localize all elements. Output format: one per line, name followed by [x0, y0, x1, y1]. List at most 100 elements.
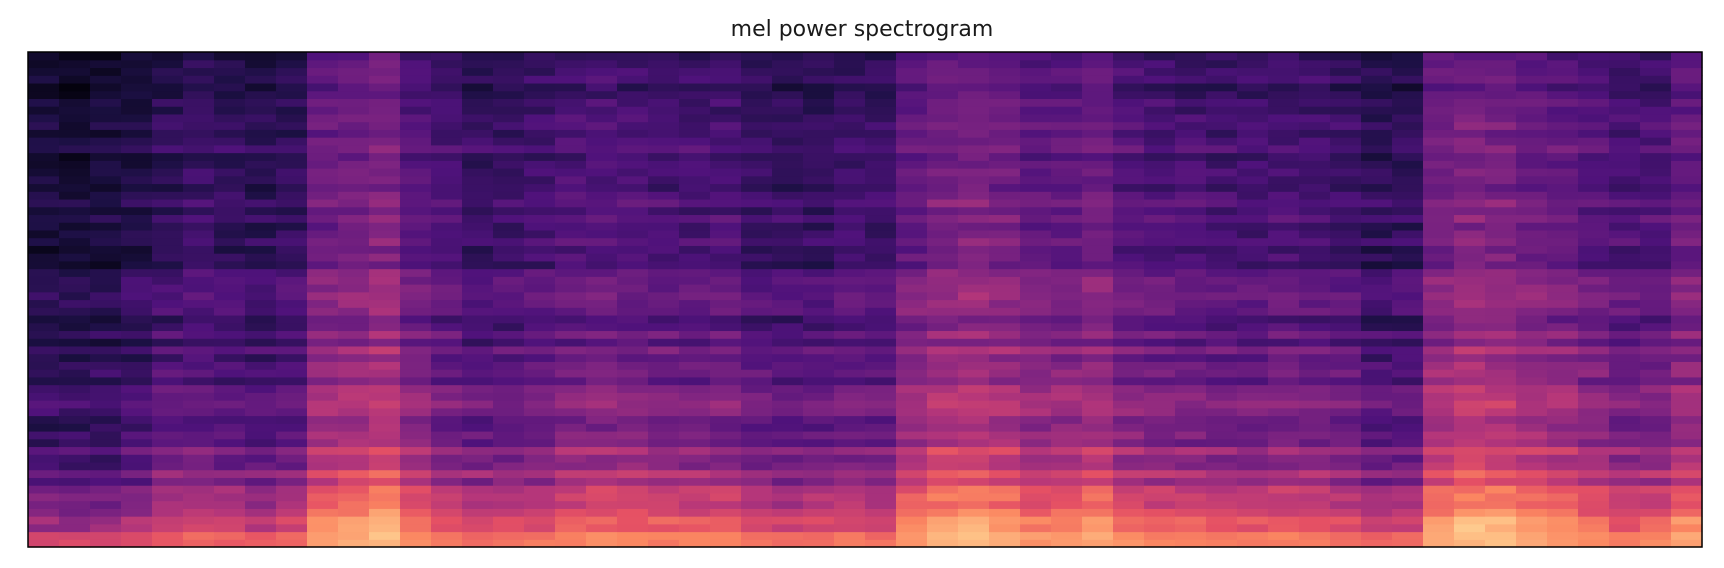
spectrogram-cell: [369, 229, 401, 239]
spectrogram-cell: [865, 175, 897, 185]
spectrogram-cell: [462, 129, 494, 138]
spectrogram-cell: [338, 59, 370, 69]
spectrogram-cell: [1051, 113, 1083, 123]
spectrogram-cell: [617, 539, 649, 548]
spectrogram-cell: [1423, 477, 1455, 486]
spectrogram-cell: [59, 415, 91, 424]
spectrogram-cell: [1609, 508, 1641, 517]
spectrogram-cell: [1237, 284, 1269, 293]
spectrogram-cell: [1516, 90, 1548, 99]
spectrogram-cell: [400, 438, 432, 448]
spectrogram-cell: [1144, 384, 1176, 393]
spectrogram-cell: [524, 516, 556, 525]
spectrogram-cell: [555, 369, 587, 378]
spectrogram-cell: [400, 492, 432, 502]
spectrogram-cell: [1051, 59, 1083, 69]
spectrogram-cell: [524, 392, 556, 401]
spectrogram-cell: [1392, 183, 1424, 192]
spectrogram-cell: [803, 59, 835, 69]
spectrogram-cell: [741, 268, 773, 277]
spectrogram-cell: [1113, 90, 1145, 99]
spectrogram-cell: [1268, 392, 1300, 401]
spectrogram-cell: [90, 384, 122, 393]
spectrogram-cell: [121, 446, 153, 455]
spectrogram-cell: [245, 144, 277, 154]
spectrogram-cell: [710, 392, 742, 401]
spectrogram-cell: [1671, 90, 1703, 99]
spectrogram-cell: [772, 121, 804, 130]
spectrogram-cell: [121, 284, 153, 293]
spectrogram-cell: [1175, 206, 1207, 216]
spectrogram-cell: [710, 461, 742, 471]
spectrogram-cell: [121, 469, 153, 478]
spectrogram-cell: [1299, 330, 1331, 339]
spectrogram-cell: [28, 260, 60, 270]
spectrogram-cell: [1671, 245, 1703, 254]
spectrogram-cell: [1330, 477, 1362, 486]
spectrogram-cell: [28, 392, 60, 401]
spectrogram-cell: [1144, 276, 1176, 285]
spectrogram-cell: [462, 438, 494, 448]
spectrogram-cell: [152, 121, 184, 130]
spectrogram-cell: [1206, 168, 1238, 177]
spectrogram-cell: [896, 361, 928, 370]
spectrogram-cell: [307, 539, 339, 548]
spectrogram-cell: [338, 400, 370, 409]
spectrogram-cell: [896, 113, 928, 123]
spectrogram-cell: [1578, 291, 1610, 301]
spectrogram-cell: [462, 75, 494, 84]
spectrogram-cell: [586, 384, 618, 393]
spectrogram-cell: [1671, 415, 1703, 424]
spectrogram-cell: [152, 268, 184, 277]
spectrogram-cell: [1237, 384, 1269, 393]
spectrogram-cell: [524, 369, 556, 378]
spectrogram-cell: [59, 160, 91, 169]
spectrogram-cell: [1640, 198, 1672, 208]
spectrogram-cell: [462, 477, 494, 486]
spectrogram-cell: [1547, 469, 1579, 478]
spectrogram-cell: [772, 52, 804, 61]
spectrogram-cell: [1578, 415, 1610, 424]
spectrogram-cell: [369, 191, 401, 200]
spectrogram-cell: [1237, 90, 1269, 99]
spectrogram-cell: [741, 129, 773, 138]
spectrogram-cell: [1392, 113, 1424, 123]
spectrogram-cell: [1423, 214, 1455, 223]
spectrogram-cell: [90, 214, 122, 223]
spectrogram-cell: [183, 52, 215, 61]
spectrogram-cell: [1175, 531, 1207, 540]
spectrogram-cell: [1237, 106, 1269, 115]
spectrogram-cell: [462, 338, 494, 347]
spectrogram-cell: [834, 430, 866, 440]
spectrogram-cell: [586, 245, 618, 254]
spectrogram-cell: [1237, 237, 1269, 246]
spectrogram-cell: [1268, 430, 1300, 440]
spectrogram-cell: [462, 407, 494, 417]
spectrogram-cell: [183, 516, 215, 525]
spectrogram-cell: [1640, 129, 1672, 138]
spectrogram-cell: [741, 183, 773, 192]
spectrogram-cell: [617, 59, 649, 69]
spectrogram-cell: [462, 508, 494, 517]
spectrogram-cell: [772, 82, 804, 92]
spectrogram-cell: [214, 446, 246, 455]
spectrogram-cell: [865, 237, 897, 246]
spectrogram-cell: [90, 314, 122, 324]
spectrogram-cell: [989, 106, 1021, 115]
spectrogram-cell: [28, 52, 60, 61]
spectrogram-cell: [710, 307, 742, 316]
spectrogram-cell: [1392, 191, 1424, 200]
spectrogram-cell: [803, 214, 835, 223]
spectrogram-cell: [1268, 500, 1300, 509]
spectrogram-cell: [1020, 299, 1052, 308]
spectrogram-cell: [741, 75, 773, 84]
spectrogram-cell: [1454, 376, 1486, 386]
spectrogram-cell: [648, 245, 680, 254]
spectrogram-cell: [865, 485, 897, 494]
spectrogram-cell: [834, 175, 866, 185]
spectrogram-cell: [307, 67, 339, 76]
spectrogram-cell: [1082, 137, 1114, 146]
spectrogram-cell: [1020, 175, 1052, 185]
spectrogram-cell: [1268, 384, 1300, 393]
spectrogram-cell: [1268, 284, 1300, 293]
